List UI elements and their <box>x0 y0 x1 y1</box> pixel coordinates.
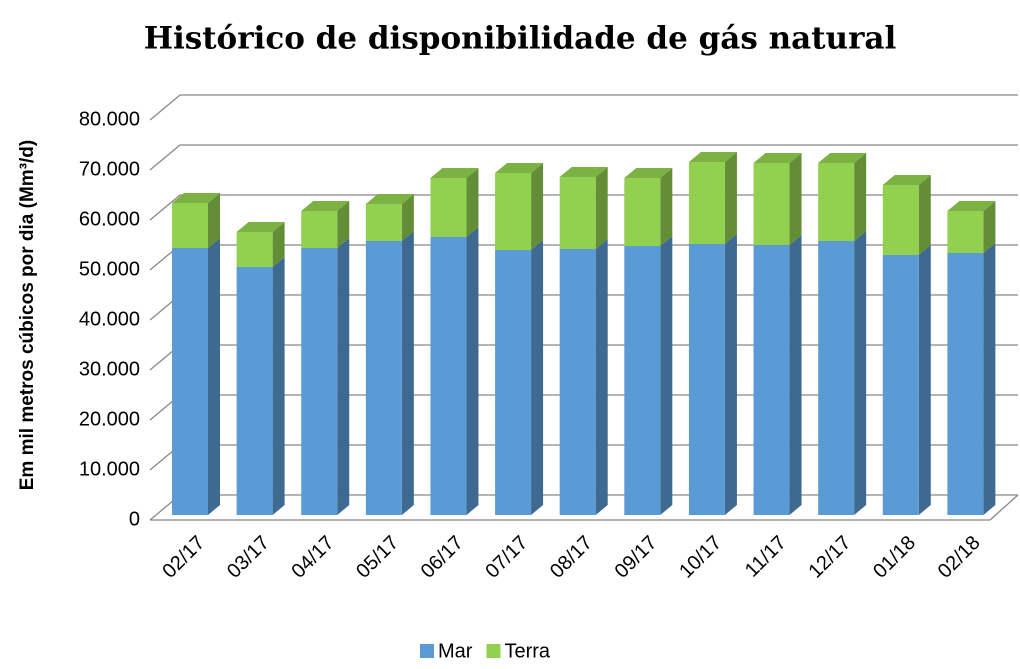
bar-side <box>983 243 996 515</box>
bar-top <box>559 167 608 177</box>
legend-swatch <box>486 644 501 658</box>
bar-side <box>918 245 931 515</box>
y-tick-label: 40.000 <box>79 308 140 330</box>
y-tick-label: 10.000 <box>79 458 140 480</box>
bar-side <box>854 231 867 515</box>
bar-side <box>595 167 608 249</box>
bar-side <box>724 234 737 515</box>
bar <box>818 163 855 241</box>
bar-top <box>688 152 737 162</box>
bar-side <box>337 201 350 248</box>
x-tick-label: 02/17 <box>158 532 209 583</box>
x-axis-depth <box>989 494 1019 521</box>
y-tick-label: 70.000 <box>79 158 140 180</box>
bar <box>301 211 338 248</box>
bar <box>301 248 338 515</box>
x-tick-label: 06/17 <box>417 532 468 583</box>
bar <box>365 204 402 241</box>
bar-top <box>818 153 867 163</box>
y-axis-title: Em mil metros cúbicos por dia (Mm³/d) <box>17 140 38 491</box>
bar-top <box>301 201 350 211</box>
bar <box>753 163 790 245</box>
y-tick-label: 30.000 <box>79 358 140 380</box>
bar <box>559 177 596 249</box>
bar-side <box>337 238 350 515</box>
bar-side <box>401 231 414 515</box>
bar-side <box>401 194 414 241</box>
grid-line <box>149 194 1018 221</box>
bar-side <box>272 222 285 267</box>
bar <box>236 232 273 267</box>
bar <box>430 237 467 515</box>
y-tick-label: 50.000 <box>79 258 140 280</box>
bar <box>365 241 402 515</box>
y-tick-label: 20.000 <box>79 408 140 430</box>
y-tick-label: 60.000 <box>79 208 140 230</box>
bar-top <box>624 168 673 178</box>
bar <box>882 185 919 255</box>
bar-side <box>208 238 220 515</box>
bar <box>495 250 532 515</box>
x-tick-label: 12/17 <box>804 532 855 583</box>
bar-side <box>531 163 544 250</box>
bar-side <box>854 153 867 241</box>
legend-swatch <box>420 644 434 658</box>
legend: Mar Terra <box>420 640 551 662</box>
legend-label: Mar <box>438 640 473 662</box>
bar-top <box>947 201 996 211</box>
chart-title: Histórico de disponibilidade de gás natu… <box>144 21 897 57</box>
bar-side <box>466 168 479 237</box>
grid-line <box>149 144 1018 171</box>
bar-side <box>983 201 996 253</box>
bar <box>172 203 208 248</box>
x-tick-label: 05/17 <box>352 532 403 583</box>
x-tick-label: 01/18 <box>869 532 920 583</box>
grid-line <box>149 94 1018 121</box>
bar-side <box>272 257 285 515</box>
bar-side <box>208 193 220 248</box>
bar <box>430 178 467 237</box>
x-tick-label: 09/17 <box>611 532 662 583</box>
bar-top <box>882 175 931 185</box>
bar <box>624 246 661 515</box>
bar <box>688 244 725 515</box>
bar-side <box>789 153 802 245</box>
x-tick-label: 04/17 <box>288 532 339 583</box>
bar-top <box>365 194 414 204</box>
bar-side <box>595 239 608 515</box>
bar <box>947 253 984 515</box>
bar-top <box>753 153 802 163</box>
bar-side <box>660 236 673 515</box>
bar <box>882 255 919 515</box>
bar-side <box>789 235 802 515</box>
bar-top <box>495 163 544 173</box>
bar-side <box>466 227 479 515</box>
x-tick-label: 07/17 <box>481 532 532 583</box>
bar <box>753 245 790 515</box>
bar-side <box>724 152 737 244</box>
x-tick-label: 10/17 <box>675 532 726 583</box>
bar <box>495 173 532 250</box>
bar-top <box>236 222 285 232</box>
x-tick-label: 02/18 <box>934 532 985 583</box>
bar <box>688 162 725 244</box>
x-tick-label: 03/17 <box>223 532 274 583</box>
x-tick-label: 11/17 <box>741 532 791 582</box>
bar-side <box>660 168 673 246</box>
bar-side <box>918 175 931 255</box>
y-tick-label: 0 <box>129 508 140 530</box>
bar <box>559 249 596 515</box>
bar <box>947 211 984 253</box>
x-tick-label: 08/17 <box>546 532 597 583</box>
legend-label: Terra <box>504 640 550 662</box>
bar-side <box>531 240 544 515</box>
bar-top <box>172 193 220 203</box>
bar <box>236 267 273 515</box>
bar-top <box>430 168 479 178</box>
bar <box>818 241 855 515</box>
bar <box>624 178 661 246</box>
bar <box>172 248 208 515</box>
y-tick-label: 80.000 <box>79 108 140 130</box>
